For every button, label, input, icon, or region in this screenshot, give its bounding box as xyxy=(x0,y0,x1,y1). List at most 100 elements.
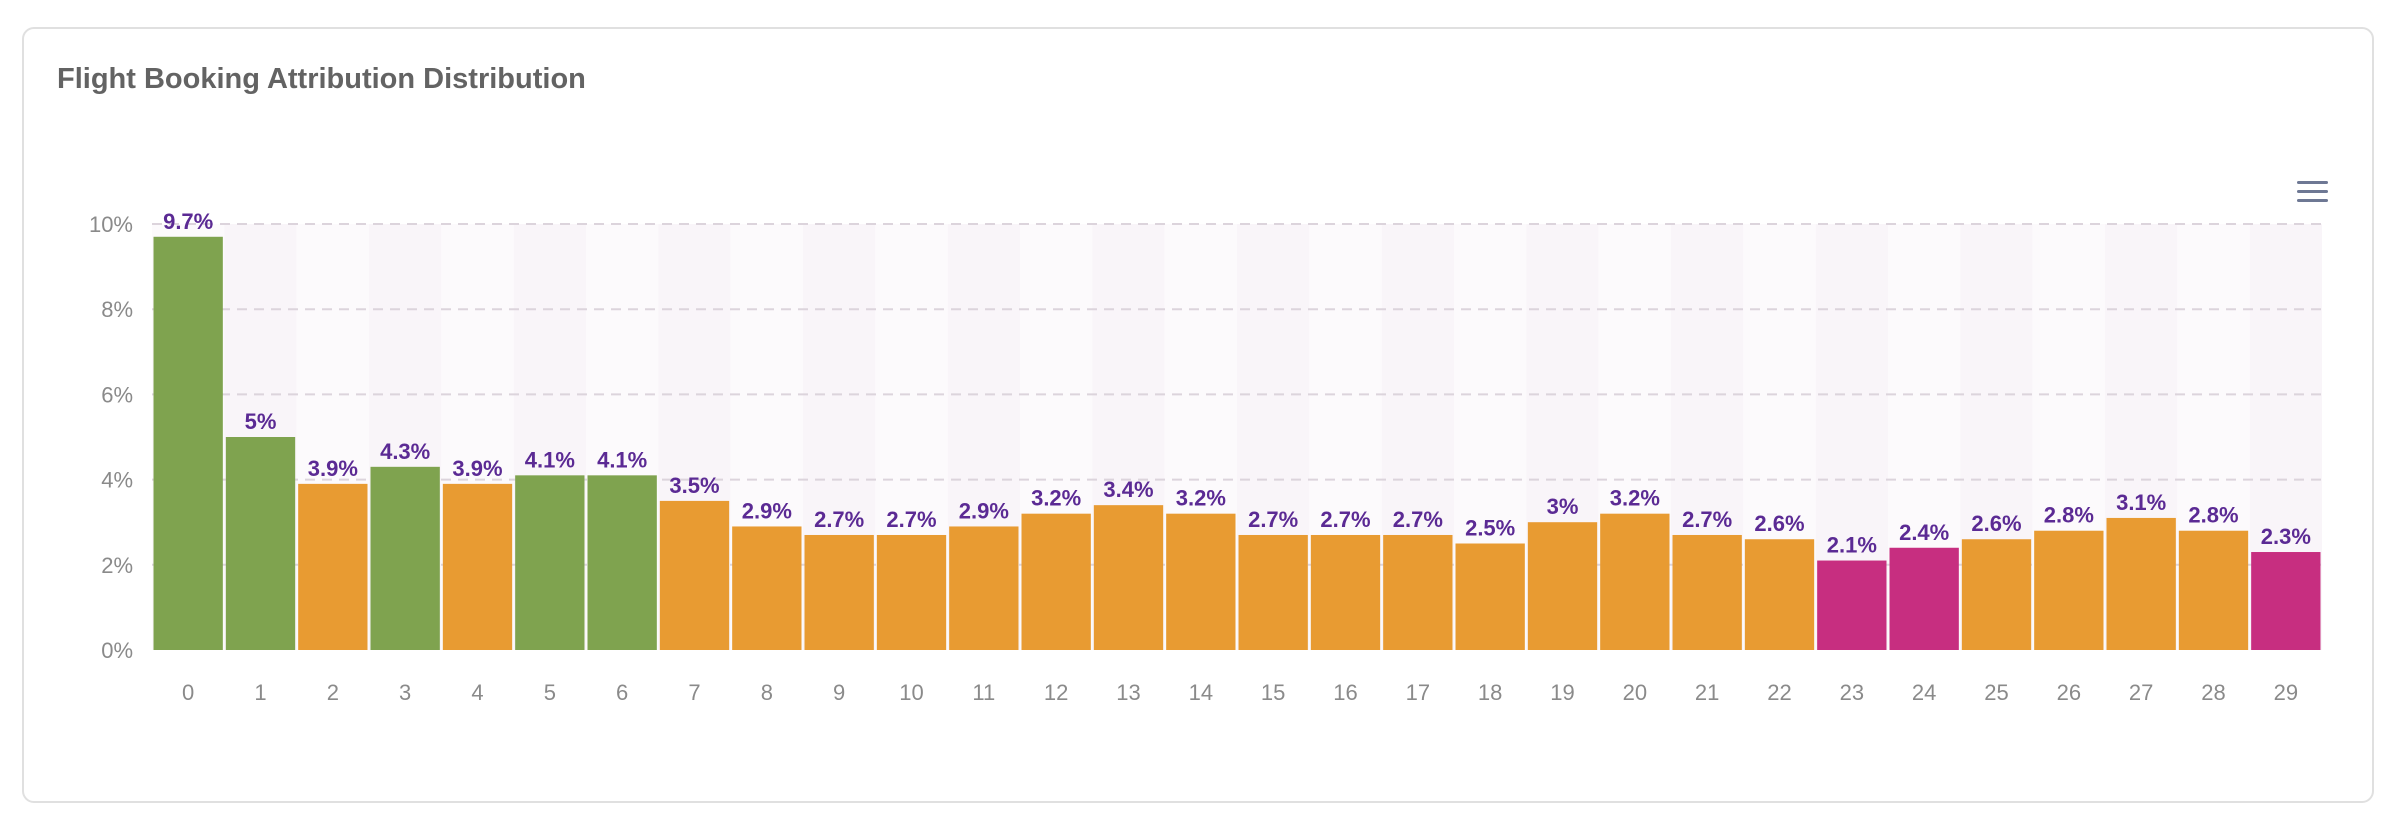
bar[interactable] xyxy=(804,534,874,650)
x-tick-label: 12 xyxy=(1044,680,1068,705)
bar[interactable] xyxy=(1310,534,1381,650)
bar[interactable] xyxy=(1889,547,1959,650)
bar[interactable] xyxy=(153,236,223,650)
data-label: 2.9% xyxy=(959,498,1009,523)
data-label: 4.1% xyxy=(525,447,575,472)
data-label: 2.7% xyxy=(814,507,864,532)
x-tick-label: 21 xyxy=(1695,680,1719,705)
x-tick-label: 18 xyxy=(1478,680,1502,705)
bar[interactable] xyxy=(1021,513,1091,650)
data-label: 2.3% xyxy=(2261,524,2311,549)
data-label: 3.5% xyxy=(669,473,719,498)
bar[interactable] xyxy=(2106,517,2176,650)
bar[interactable] xyxy=(1166,513,1236,650)
y-tick-label: 6% xyxy=(101,382,133,407)
x-tick-label: 13 xyxy=(1116,680,1140,705)
data-label: 3.2% xyxy=(1610,486,1660,511)
bar[interactable] xyxy=(1093,505,1164,650)
x-tick-label: 26 xyxy=(2057,680,2081,705)
bar[interactable] xyxy=(1238,534,1308,650)
data-label: 3.1% xyxy=(2116,490,2166,515)
x-tick-label: 11 xyxy=(972,680,995,705)
bars xyxy=(153,236,2321,651)
x-tick-label: 23 xyxy=(1840,680,1864,705)
hamburger-menu-icon[interactable] xyxy=(2294,177,2332,207)
bar[interactable] xyxy=(1527,522,1598,650)
x-axis-ticks: 0 1 2 3 4 5 6 7 8 9 10 11 12 13 14 15 16 17 18 19 20 21 22 23 24… xyxy=(182,680,2298,705)
x-tick-label: 4 xyxy=(471,680,483,705)
x-tick-label: 9 xyxy=(833,680,845,705)
x-tick-label: 25 xyxy=(1984,680,2008,705)
data-label: 2.4% xyxy=(1899,520,1949,545)
x-tick-label: 3 xyxy=(399,680,411,705)
x-tick-label: 6 xyxy=(616,680,628,705)
y-axis-ticks: 0% 2% 4% 6% 8% 10% xyxy=(89,212,133,663)
data-label: 2.8% xyxy=(2044,503,2094,528)
x-tick-label: 19 xyxy=(1550,680,1574,705)
chart-title: Flight Booking Attribution Distribution xyxy=(57,63,586,95)
x-tick-label: 8 xyxy=(761,680,773,705)
data-label: 2.6% xyxy=(1754,511,1804,536)
bar[interactable] xyxy=(732,526,802,650)
x-tick-label: 0 xyxy=(182,680,194,705)
bar[interactable] xyxy=(225,437,296,650)
bar[interactable] xyxy=(876,534,947,650)
x-tick-label: 17 xyxy=(1406,680,1430,705)
y-tick-label: 8% xyxy=(101,297,133,322)
data-label: 9.7% xyxy=(163,209,213,234)
bar[interactable] xyxy=(1600,513,1670,650)
bar[interactable] xyxy=(370,466,440,650)
data-labels: 9.7% 5% 3.9% 4.3% 3.9% 4.1% 4.1% 3.5% 2.9% 2.7% 2.… xyxy=(163,209,2311,558)
x-tick-label: 22 xyxy=(1767,680,1791,705)
data-label: 2.7% xyxy=(1248,507,1298,532)
x-tick-label: 1 xyxy=(254,680,266,705)
data-label: 3.2% xyxy=(1176,486,1226,511)
x-tick-label: 15 xyxy=(1261,680,1285,705)
data-label: 2.9% xyxy=(742,498,792,523)
x-tick-label: 14 xyxy=(1189,680,1213,705)
data-label: 2.6% xyxy=(1971,511,2021,536)
data-label: 3.9% xyxy=(452,456,502,481)
bar[interactable] xyxy=(1961,539,2032,650)
x-tick-label: 27 xyxy=(2129,680,2153,705)
x-tick-label: 28 xyxy=(2201,680,2225,705)
bar[interactable] xyxy=(1383,534,1453,650)
data-label: 3.2% xyxy=(1031,486,1081,511)
y-tick-label: 10% xyxy=(89,212,133,237)
x-tick-label: 16 xyxy=(1333,680,1357,705)
bar[interactable] xyxy=(2178,530,2249,650)
y-tick-label: 4% xyxy=(101,468,133,493)
y-tick-label: 0% xyxy=(101,638,133,663)
x-tick-label: 29 xyxy=(2274,680,2298,705)
data-label: 2.1% xyxy=(1827,533,1877,558)
data-label: 5% xyxy=(245,409,277,434)
data-label: 2.7% xyxy=(1393,507,1443,532)
data-label: 3.9% xyxy=(308,456,358,481)
data-label: 4.1% xyxy=(597,447,647,472)
x-tick-label: 10 xyxy=(899,680,923,705)
bar[interactable] xyxy=(659,500,730,650)
bar[interactable] xyxy=(1455,543,1525,651)
bar[interactable] xyxy=(1817,560,1887,650)
data-label: 2.5% xyxy=(1465,516,1515,541)
data-label: 2.8% xyxy=(2188,503,2238,528)
bar[interactable] xyxy=(2251,552,2321,650)
gridlines xyxy=(152,223,2322,566)
data-label: 3.4% xyxy=(1103,477,1153,502)
bar[interactable] xyxy=(442,483,513,650)
x-tick-label: 2 xyxy=(327,680,339,705)
bar[interactable] xyxy=(1744,539,1815,650)
data-label: 2.7% xyxy=(1320,507,1370,532)
bar[interactable] xyxy=(1672,534,1742,650)
x-tick-label: 7 xyxy=(688,680,700,705)
bar[interactable] xyxy=(949,526,1019,650)
x-tick-label: 24 xyxy=(1912,680,1936,705)
x-tick-label: 5 xyxy=(544,680,556,705)
y-tick-label: 2% xyxy=(101,553,133,578)
x-tick-label: 20 xyxy=(1623,680,1647,705)
bar[interactable] xyxy=(515,475,585,650)
bar[interactable] xyxy=(2034,530,2104,650)
bar[interactable] xyxy=(587,475,657,650)
bar[interactable] xyxy=(298,483,368,650)
